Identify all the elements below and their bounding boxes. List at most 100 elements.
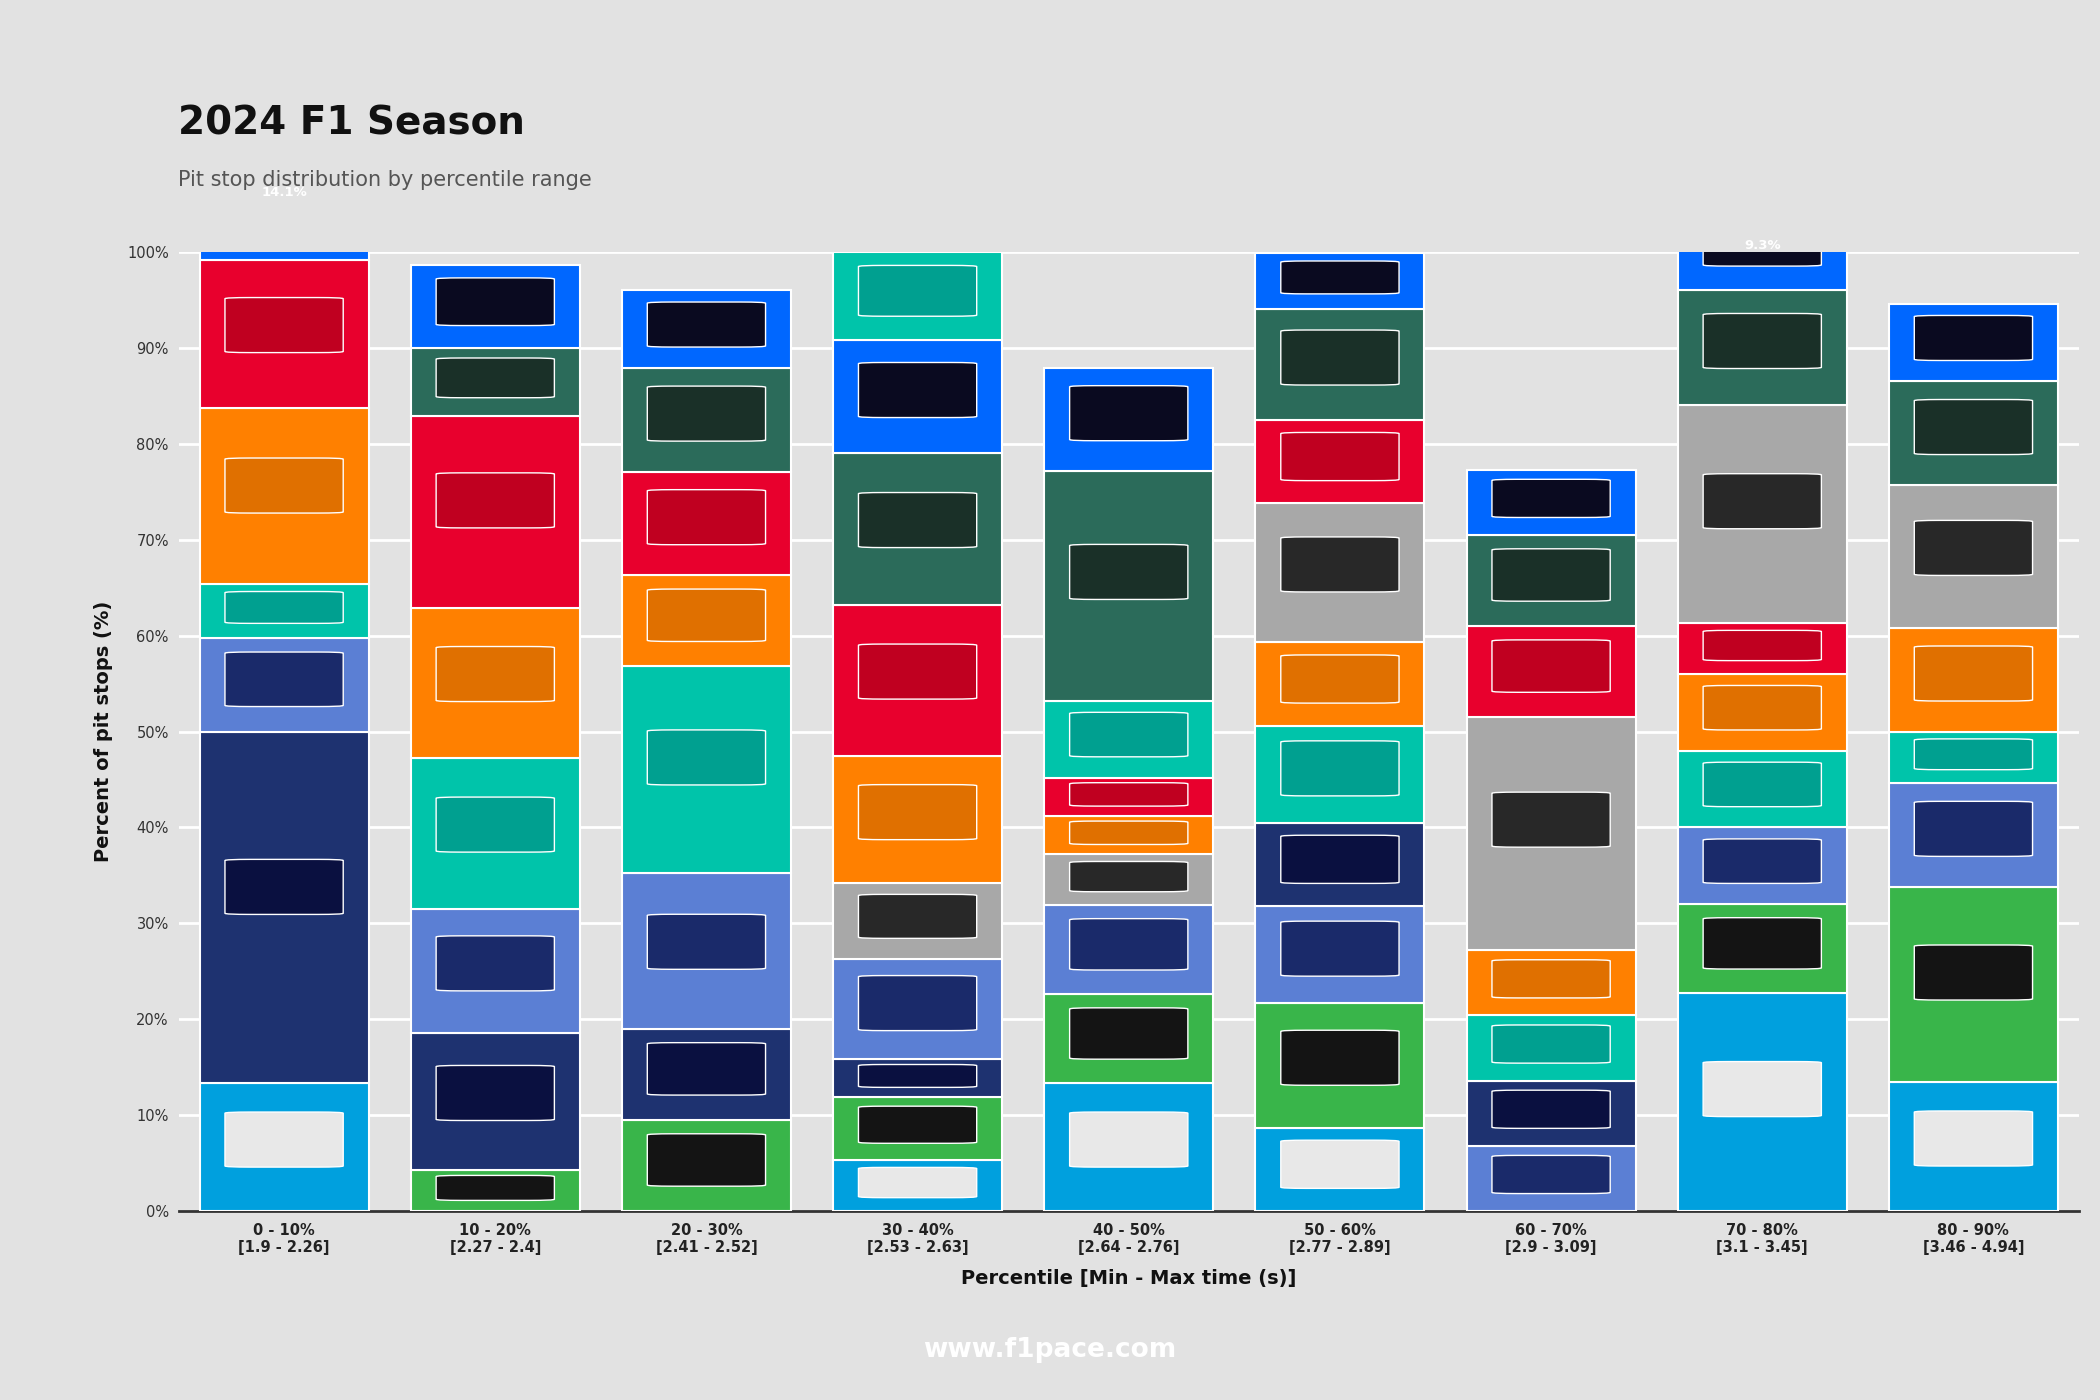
FancyBboxPatch shape	[1703, 762, 1821, 806]
Text: 9.5%: 9.5%	[689, 1068, 724, 1081]
Text: 2024 F1 Season: 2024 F1 Season	[178, 105, 525, 143]
Text: 15.7%: 15.7%	[472, 827, 519, 840]
Text: 5.3%: 5.3%	[1111, 874, 1147, 886]
Bar	[1044, 1084, 1214, 1211]
Bar	[834, 605, 1002, 756]
FancyBboxPatch shape	[437, 797, 554, 853]
Text: 4.0%: 4.0%	[1111, 829, 1147, 841]
FancyBboxPatch shape	[859, 266, 977, 316]
Text: 6.8%: 6.8%	[1533, 1172, 1569, 1184]
Text: 5.4%: 5.4%	[1955, 750, 1991, 764]
Bar	[1678, 290, 1846, 406]
Bar	[622, 368, 792, 472]
Text: 9.5%: 9.5%	[689, 1159, 724, 1172]
Bar	[622, 1120, 792, 1211]
Bar	[1466, 626, 1636, 717]
Text: 8.7%: 8.7%	[1321, 455, 1359, 468]
Bar	[1256, 643, 1424, 725]
FancyBboxPatch shape	[1703, 630, 1821, 661]
Bar	[200, 259, 370, 409]
Text: 4.3%: 4.3%	[477, 1184, 514, 1197]
Bar	[834, 756, 1002, 883]
Bar	[1256, 725, 1424, 823]
FancyBboxPatch shape	[225, 592, 342, 623]
Bar	[1044, 701, 1214, 777]
Text: 9.3%: 9.3%	[1111, 1032, 1147, 1046]
FancyBboxPatch shape	[647, 729, 766, 785]
Text: 9.5%: 9.5%	[1533, 665, 1569, 678]
Text: 15.7%: 15.7%	[472, 676, 519, 690]
FancyBboxPatch shape	[1069, 1112, 1189, 1168]
Text: 8.1%: 8.1%	[689, 322, 724, 336]
FancyBboxPatch shape	[225, 298, 342, 353]
Bar	[622, 575, 792, 666]
Bar	[1890, 629, 2058, 731]
Text: 16.2%: 16.2%	[682, 945, 729, 958]
Bar	[834, 1161, 1002, 1211]
Text: 14.9%: 14.9%	[1951, 550, 1997, 563]
Bar	[1466, 469, 1636, 535]
Bar	[1678, 904, 1846, 994]
Text: 14.5%: 14.5%	[1317, 566, 1363, 580]
FancyBboxPatch shape	[1281, 330, 1399, 385]
Text: 22.7%: 22.7%	[1739, 508, 1785, 521]
FancyBboxPatch shape	[437, 277, 554, 326]
Bar	[1256, 420, 1424, 503]
Bar	[1256, 906, 1424, 1002]
Bar	[622, 666, 792, 874]
Bar	[1466, 535, 1636, 626]
Text: 10.8%: 10.8%	[682, 517, 729, 529]
Bar	[1678, 994, 1846, 1211]
FancyBboxPatch shape	[647, 386, 766, 441]
FancyBboxPatch shape	[1069, 385, 1189, 441]
FancyBboxPatch shape	[859, 1106, 977, 1144]
Bar	[1678, 623, 1846, 673]
Bar	[1466, 1015, 1636, 1081]
Text: 8.0%: 8.0%	[1111, 732, 1147, 746]
FancyBboxPatch shape	[1915, 945, 2033, 1000]
Bar	[1044, 904, 1214, 994]
Bar	[1890, 381, 2058, 484]
Bar	[1890, 732, 2058, 783]
Bar	[1044, 854, 1214, 904]
Text: 5.6%: 5.6%	[267, 605, 302, 617]
Bar	[1890, 783, 2058, 886]
Text: 15.5%: 15.5%	[260, 328, 307, 340]
FancyBboxPatch shape	[1281, 1140, 1399, 1189]
Text: 11.6%: 11.6%	[1317, 358, 1363, 371]
FancyBboxPatch shape	[1069, 918, 1189, 970]
Bar	[1256, 823, 1424, 906]
Text: 15.8%: 15.8%	[895, 522, 941, 536]
Text: 24.3%: 24.3%	[1529, 827, 1575, 840]
Text: 9.2%: 9.2%	[899, 290, 937, 302]
Text: 14.1%: 14.1%	[260, 186, 307, 199]
FancyBboxPatch shape	[1703, 214, 1821, 266]
Bar	[1890, 1082, 2058, 1211]
Text: 24.0%: 24.0%	[1107, 580, 1151, 592]
Bar	[1256, 308, 1424, 420]
FancyBboxPatch shape	[647, 302, 766, 347]
FancyBboxPatch shape	[647, 490, 766, 545]
FancyBboxPatch shape	[859, 493, 977, 547]
Bar	[1256, 1002, 1424, 1127]
Text: 8.0%: 8.0%	[1743, 783, 1781, 795]
FancyBboxPatch shape	[859, 976, 977, 1030]
Bar	[1256, 503, 1424, 643]
Bar	[1044, 994, 1214, 1084]
FancyBboxPatch shape	[859, 895, 977, 938]
FancyBboxPatch shape	[859, 1168, 977, 1197]
Text: 6.8%: 6.8%	[1533, 1106, 1569, 1120]
Text: 13.2%: 13.2%	[895, 813, 941, 826]
Bar	[200, 732, 370, 1084]
Bar	[200, 637, 370, 732]
Bar	[1890, 304, 2058, 381]
FancyBboxPatch shape	[1915, 645, 2033, 701]
FancyBboxPatch shape	[437, 358, 554, 398]
FancyBboxPatch shape	[1069, 820, 1189, 844]
Bar	[200, 1084, 370, 1211]
Text: 8.1%: 8.1%	[1955, 336, 1991, 349]
Bar	[412, 1033, 580, 1170]
Text: 9.3%: 9.3%	[1743, 942, 1781, 955]
Bar	[1678, 750, 1846, 827]
Bar	[412, 608, 580, 759]
